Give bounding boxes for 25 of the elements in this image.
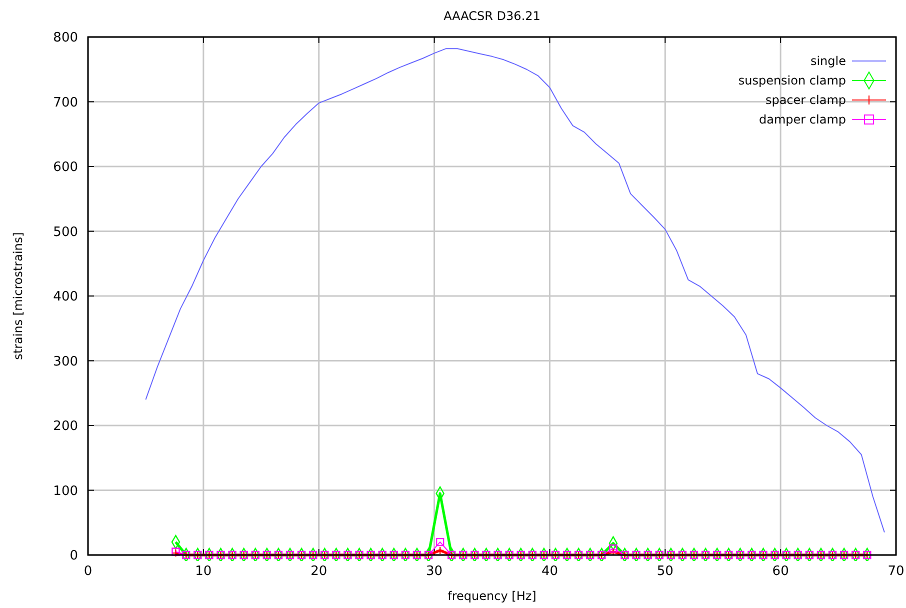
- legend-label: single: [810, 54, 846, 68]
- y-tick-label: 700: [53, 95, 78, 110]
- x-tick-label: 30: [426, 564, 443, 579]
- y-tick-label: 100: [53, 484, 78, 499]
- y-tick-label: 200: [53, 419, 78, 434]
- x-tick-label: 70: [888, 564, 904, 579]
- x-tick-label: 40: [541, 564, 558, 579]
- x-axis-title: frequency [Hz]: [448, 589, 536, 603]
- y-axis-title: strains [microstrains]: [11, 232, 25, 360]
- y-tick-label: 300: [53, 354, 78, 370]
- x-tick-label: 50: [656, 564, 674, 579]
- y-tick-label: 500: [53, 224, 78, 240]
- x-tick-label: 20: [310, 564, 328, 579]
- y-tick-label: 0: [70, 548, 78, 564]
- y-tick-label: 400: [53, 290, 78, 305]
- y-tick-label: 800: [53, 30, 78, 46]
- x-tick-label: 60: [772, 564, 789, 579]
- legend-label: suspension clamp: [738, 74, 846, 88]
- line-series: [145, 48, 885, 533]
- chart-title: AAACSR D36.21: [444, 9, 540, 23]
- y-tick-label: 600: [53, 160, 78, 176]
- legend-label: damper clamp: [759, 112, 846, 127]
- x-tick-label: 0: [84, 564, 92, 579]
- legend-label: spacer clamp: [765, 93, 846, 108]
- x-tick-label: 10: [195, 564, 212, 579]
